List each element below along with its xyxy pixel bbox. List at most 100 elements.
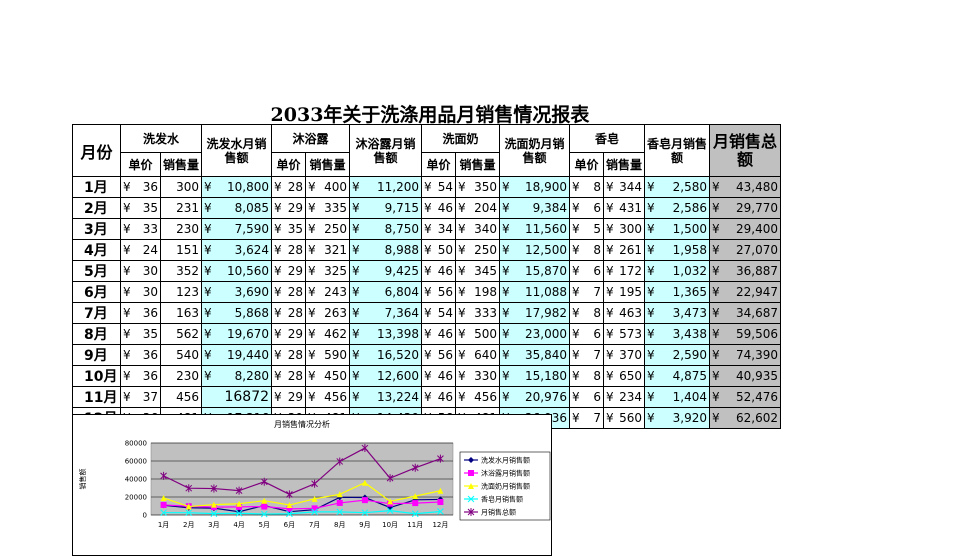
shampoo-price-cell[interactable]: ¥36: [120, 176, 161, 198]
cleanser-sales-cell[interactable]: ¥15,180: [499, 365, 571, 387]
soap-sales-cell[interactable]: ¥2,590: [644, 344, 711, 366]
cleanser-qty-cell[interactable]: ¥198: [455, 281, 501, 303]
soap-qty-cell[interactable]: ¥560: [603, 407, 646, 429]
cleanser-sales-cell[interactable]: ¥12,500: [499, 239, 571, 261]
bodywash-qty-cell[interactable]: ¥321: [305, 239, 351, 261]
shampoo-qty-cell[interactable]: 230: [159, 218, 203, 240]
header-quantity[interactable]: 销售量: [455, 152, 501, 177]
bodywash-sales-cell[interactable]: ¥9,715: [349, 197, 423, 219]
cleanser-price-cell[interactable]: ¥46: [421, 365, 457, 387]
bodywash-price-cell[interactable]: ¥28: [271, 365, 307, 387]
shampoo-price-cell[interactable]: ¥36: [120, 344, 161, 366]
shampoo-sales-cell[interactable]: ¥8,280: [201, 365, 273, 387]
total-cell[interactable]: ¥52,476: [709, 386, 782, 408]
soap-sales-cell[interactable]: ¥2,586: [644, 197, 711, 219]
bodywash-price-cell[interactable]: ¥29: [271, 323, 307, 345]
cleanser-qty-cell[interactable]: ¥350: [455, 176, 501, 198]
bodywash-price-cell[interactable]: ¥28: [271, 239, 307, 261]
total-cell[interactable]: ¥29,770: [709, 197, 782, 219]
shampoo-qty-cell[interactable]: 352: [159, 260, 203, 282]
total-cell[interactable]: ¥74,390: [709, 344, 782, 366]
soap-sales-cell[interactable]: ¥3,438: [644, 323, 711, 345]
cleanser-price-cell[interactable]: ¥46: [421, 386, 457, 408]
soap-qty-cell[interactable]: ¥344: [603, 176, 646, 198]
month-cell[interactable]: 3月: [72, 218, 121, 240]
bodywash-sales-cell[interactable]: ¥11,200: [349, 176, 423, 198]
soap-price-cell[interactable]: ¥6: [569, 260, 605, 282]
soap-price-cell[interactable]: ¥8: [569, 176, 605, 198]
shampoo-sales-cell[interactable]: ¥3,624: [201, 239, 273, 261]
month-cell[interactable]: 9月: [72, 344, 121, 366]
bodywash-sales-cell[interactable]: ¥12,600: [349, 365, 423, 387]
cleanser-qty-cell[interactable]: ¥330: [455, 365, 501, 387]
total-cell[interactable]: ¥22,947: [709, 281, 782, 303]
shampoo-sales-cell[interactable]: ¥10,800: [201, 176, 273, 198]
bodywash-sales-cell[interactable]: ¥16,520: [349, 344, 423, 366]
total-cell[interactable]: ¥29,400: [709, 218, 782, 240]
bodywash-sales-cell[interactable]: ¥8,750: [349, 218, 423, 240]
shampoo-price-cell[interactable]: ¥35: [120, 323, 161, 345]
bodywash-qty-cell[interactable]: ¥263: [305, 302, 351, 324]
soap-price-cell[interactable]: ¥5: [569, 218, 605, 240]
shampoo-sales-cell[interactable]: ¥5,868: [201, 302, 273, 324]
shampoo-qty-cell[interactable]: 456: [159, 386, 203, 408]
soap-qty-cell[interactable]: ¥463: [603, 302, 646, 324]
month-cell[interactable]: 11月: [72, 386, 121, 408]
shampoo-sales-cell[interactable]: ¥8,085: [201, 197, 273, 219]
month-cell[interactable]: 8月: [72, 323, 121, 345]
bodywash-price-cell[interactable]: ¥29: [271, 197, 307, 219]
header-shampoo[interactable]: 洗发水: [119, 124, 203, 153]
bodywash-sales-cell[interactable]: ¥13,224: [349, 386, 423, 408]
soap-qty-cell[interactable]: ¥573: [603, 323, 646, 345]
soap-price-cell[interactable]: ¥6: [569, 386, 605, 408]
month-cell[interactable]: 1月: [72, 176, 121, 198]
cleanser-qty-cell[interactable]: ¥640: [455, 344, 501, 366]
bodywash-sales-cell[interactable]: ¥6,804: [349, 281, 423, 303]
header-unit-price[interactable]: 单价: [569, 152, 605, 177]
cleanser-qty-cell[interactable]: ¥500: [455, 323, 501, 345]
shampoo-sales-cell[interactable]: ¥10,560: [201, 260, 273, 282]
header-cleanser-sales[interactable]: 洗面奶月销售额: [499, 124, 571, 177]
cleanser-sales-cell[interactable]: ¥18,900: [499, 176, 571, 198]
soap-sales-cell[interactable]: ¥1,365: [644, 281, 711, 303]
shampoo-price-cell[interactable]: ¥35: [120, 197, 161, 219]
bodywash-qty-cell[interactable]: ¥456: [305, 386, 351, 408]
total-cell[interactable]: ¥62,602: [709, 407, 782, 429]
bodywash-price-cell[interactable]: ¥29: [271, 260, 307, 282]
bodywash-price-cell[interactable]: ¥28: [271, 281, 307, 303]
shampoo-price-cell[interactable]: ¥33: [120, 218, 161, 240]
soap-qty-cell[interactable]: ¥261: [603, 239, 646, 261]
soap-qty-cell[interactable]: ¥370: [603, 344, 646, 366]
bodywash-price-cell[interactable]: ¥28: [271, 176, 307, 198]
cleanser-sales-cell[interactable]: ¥15,870: [499, 260, 571, 282]
header-soap-sales[interactable]: 香皂月销售额: [644, 124, 711, 177]
sales-chart[interactable]: 月销售情况分析 0 20000 40000 60000 80000 1月 2月 3月 4月 5月 6月…: [72, 414, 552, 556]
month-cell[interactable]: 7月: [72, 302, 121, 324]
soap-price-cell[interactable]: ¥8: [569, 365, 605, 387]
cleanser-price-cell[interactable]: ¥54: [421, 302, 457, 324]
bodywash-price-cell[interactable]: ¥29: [271, 386, 307, 408]
bodywash-sales-cell[interactable]: ¥9,425: [349, 260, 423, 282]
shampoo-qty-cell[interactable]: 300: [159, 176, 203, 198]
cleanser-qty-cell[interactable]: ¥456: [455, 386, 501, 408]
cleanser-sales-cell[interactable]: ¥20,976: [499, 386, 571, 408]
soap-qty-cell[interactable]: ¥650: [603, 365, 646, 387]
soap-qty-cell[interactable]: ¥300: [603, 218, 646, 240]
header-quantity[interactable]: 销售量: [603, 152, 646, 177]
bodywash-sales-cell[interactable]: ¥8,988: [349, 239, 423, 261]
soap-qty-cell[interactable]: ¥431: [603, 197, 646, 219]
total-cell[interactable]: ¥40,935: [709, 365, 782, 387]
total-cell[interactable]: ¥59,506: [709, 323, 782, 345]
shampoo-qty-cell[interactable]: 540: [159, 344, 203, 366]
header-unit-price[interactable]: 单价: [271, 152, 307, 177]
shampoo-price-cell[interactable]: ¥30: [120, 281, 161, 303]
header-bodywash-sales[interactable]: 沐浴露月销售额: [349, 124, 423, 177]
shampoo-price-cell[interactable]: ¥36: [120, 365, 161, 387]
soap-qty-cell[interactable]: ¥234: [603, 386, 646, 408]
soap-price-cell[interactable]: ¥8: [569, 239, 605, 261]
cleanser-qty-cell[interactable]: ¥340: [455, 218, 501, 240]
cleanser-sales-cell[interactable]: ¥35,840: [499, 344, 571, 366]
total-cell[interactable]: ¥34,687: [709, 302, 782, 324]
soap-price-cell[interactable]: ¥8: [569, 302, 605, 324]
soap-price-cell[interactable]: ¥7: [569, 407, 605, 429]
